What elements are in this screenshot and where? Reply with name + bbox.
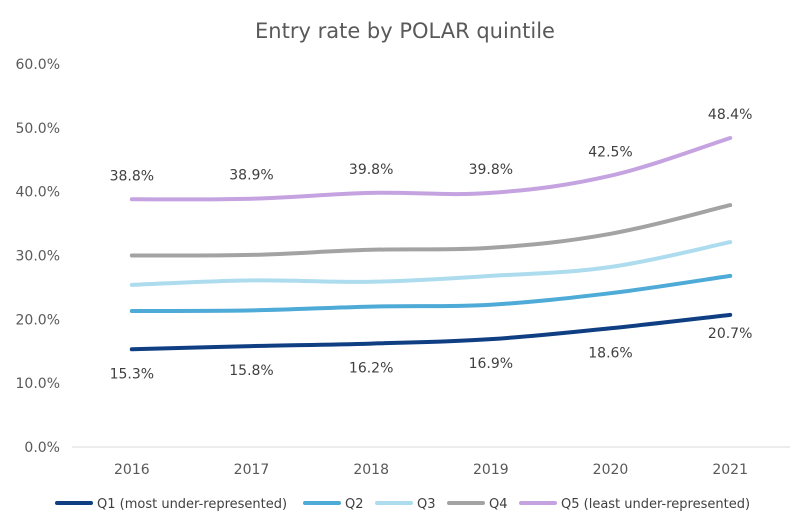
data-label: 42.5% bbox=[588, 145, 632, 161]
chart-title: Entry rate by POLAR quintile bbox=[255, 19, 555, 43]
legend-label: Q1 (most under-represented) bbox=[97, 497, 287, 512]
y-tick-label: 20.0% bbox=[16, 312, 60, 328]
series-line-q5 bbox=[129, 136, 733, 202]
series-line-q4 bbox=[129, 203, 733, 258]
x-tick-label: 2018 bbox=[353, 462, 389, 478]
x-tick-label: 2019 bbox=[473, 462, 509, 478]
x-axis: 2016 2017 2018 2019 2020 2021 bbox=[72, 446, 790, 478]
data-label: 38.8% bbox=[110, 168, 154, 184]
y-tick-label: 50.0% bbox=[16, 121, 60, 137]
data-label: 48.4% bbox=[708, 107, 752, 123]
legend-label: Q2 bbox=[345, 497, 364, 512]
legend-label: Q5 (least under-represented) bbox=[561, 497, 750, 512]
y-tick-label: 60.0% bbox=[16, 57, 60, 73]
data-label: 16.2% bbox=[349, 361, 393, 377]
legend-label: Q4 bbox=[489, 497, 508, 512]
data-label: 18.6% bbox=[588, 345, 632, 361]
series-line-q3 bbox=[129, 240, 733, 287]
y-tick-label: 40.0% bbox=[16, 185, 60, 201]
legend: Q1 (most under-represented) Q2 Q3 Q4 Q5 (lea… bbox=[55, 497, 750, 512]
y-tick-label: 30.0% bbox=[16, 249, 60, 265]
data-label: 15.8% bbox=[229, 363, 273, 379]
x-tick-label: 2020 bbox=[593, 462, 629, 478]
data-label: 15.3% bbox=[110, 366, 154, 382]
data-labels: 15.3% 15.8% 16.2% 16.9% 18.6% 20.7% 38.8% 38.9%… bbox=[110, 107, 753, 382]
series-line-q1 bbox=[129, 312, 733, 352]
series-lines bbox=[129, 136, 733, 352]
y-tick-label: 10.0% bbox=[16, 376, 60, 392]
data-label: 20.7% bbox=[708, 326, 752, 342]
series-line-q2 bbox=[129, 273, 733, 313]
y-axis: 0.0% 10.0% 20.0% 30.0% 40.0% 50.0% 60.0% bbox=[16, 57, 60, 456]
data-label: 16.9% bbox=[469, 356, 513, 372]
y-tick-label: 0.0% bbox=[24, 440, 60, 456]
data-label: 39.8% bbox=[349, 162, 393, 178]
data-label: 39.8% bbox=[469, 162, 513, 178]
x-tick-label: 2021 bbox=[712, 462, 748, 478]
x-tick-label: 2016 bbox=[114, 462, 150, 478]
x-tick-label: 2017 bbox=[234, 462, 270, 478]
legend-label: Q3 bbox=[417, 497, 436, 512]
data-label: 38.9% bbox=[229, 168, 273, 184]
